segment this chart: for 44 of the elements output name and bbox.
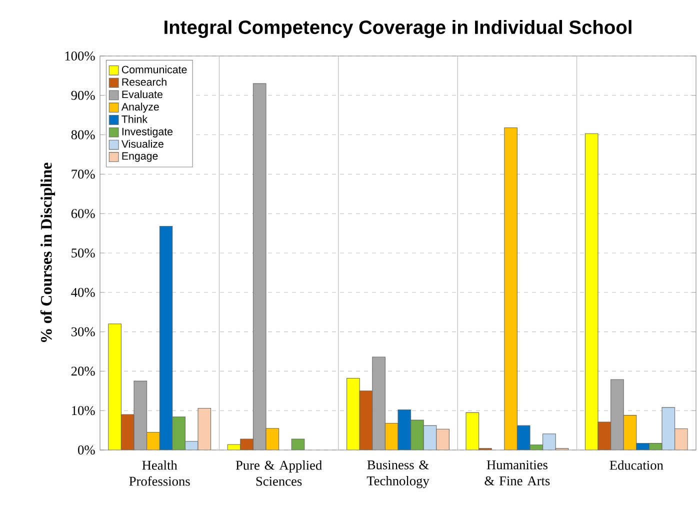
legend-label: Visualize bbox=[121, 140, 164, 148]
y-tick-label: 40% bbox=[71, 288, 95, 297]
y-tick-label: 30% bbox=[72, 327, 95, 336]
bar bbox=[610, 379, 624, 450]
legend-label: Analyze bbox=[121, 102, 159, 113]
legend-label: Communicate bbox=[122, 66, 187, 74]
bar bbox=[252, 83, 266, 450]
x-tick-label: Business & Technology bbox=[366, 460, 430, 488]
y-axis-title: % of Courses in Discipline bbox=[40, 162, 56, 342]
legend-label: Research bbox=[122, 78, 166, 86]
bar bbox=[516, 425, 530, 450]
legend-label: Investigate bbox=[122, 128, 173, 138]
bar bbox=[372, 356, 386, 450]
chart-title: Integral Competency Coverage in Individual School bbox=[164, 20, 632, 38]
y-tick-label: 70% bbox=[72, 170, 95, 179]
bar bbox=[398, 410, 412, 450]
x-tick-label: Education bbox=[610, 460, 664, 470]
bar bbox=[120, 414, 134, 450]
bar bbox=[198, 408, 212, 450]
y-tick-label: 10% bbox=[72, 406, 95, 416]
y-tick-label: 0% bbox=[78, 445, 95, 455]
y-tick-label: 90% bbox=[71, 90, 95, 100]
legend-label: Evaluate bbox=[122, 90, 162, 98]
x-tick-label: Humanities & Fine Arts bbox=[484, 460, 550, 486]
bar bbox=[291, 438, 305, 450]
y-tick-label: 100% bbox=[65, 51, 95, 61]
bar bbox=[598, 422, 612, 450]
x-tick-label: Pure & Applied Sciences bbox=[236, 460, 322, 486]
bar bbox=[674, 428, 688, 450]
x-tick-label: Health Professions bbox=[129, 460, 190, 486]
legend-label: Engage bbox=[122, 152, 158, 162]
y-tick-label: 50% bbox=[72, 248, 95, 258]
bar bbox=[159, 226, 173, 450]
y-tick-label: 80% bbox=[71, 130, 95, 140]
bar bbox=[134, 380, 148, 450]
y-tick-label: 60% bbox=[71, 209, 95, 218]
bar bbox=[584, 133, 598, 450]
bar bbox=[466, 412, 480, 450]
bar bbox=[436, 428, 450, 450]
bar bbox=[108, 324, 122, 450]
bar bbox=[359, 390, 373, 450]
bar bbox=[346, 378, 360, 450]
y-tick-label: 20% bbox=[71, 366, 95, 376]
legend-label: Think bbox=[122, 115, 148, 123]
